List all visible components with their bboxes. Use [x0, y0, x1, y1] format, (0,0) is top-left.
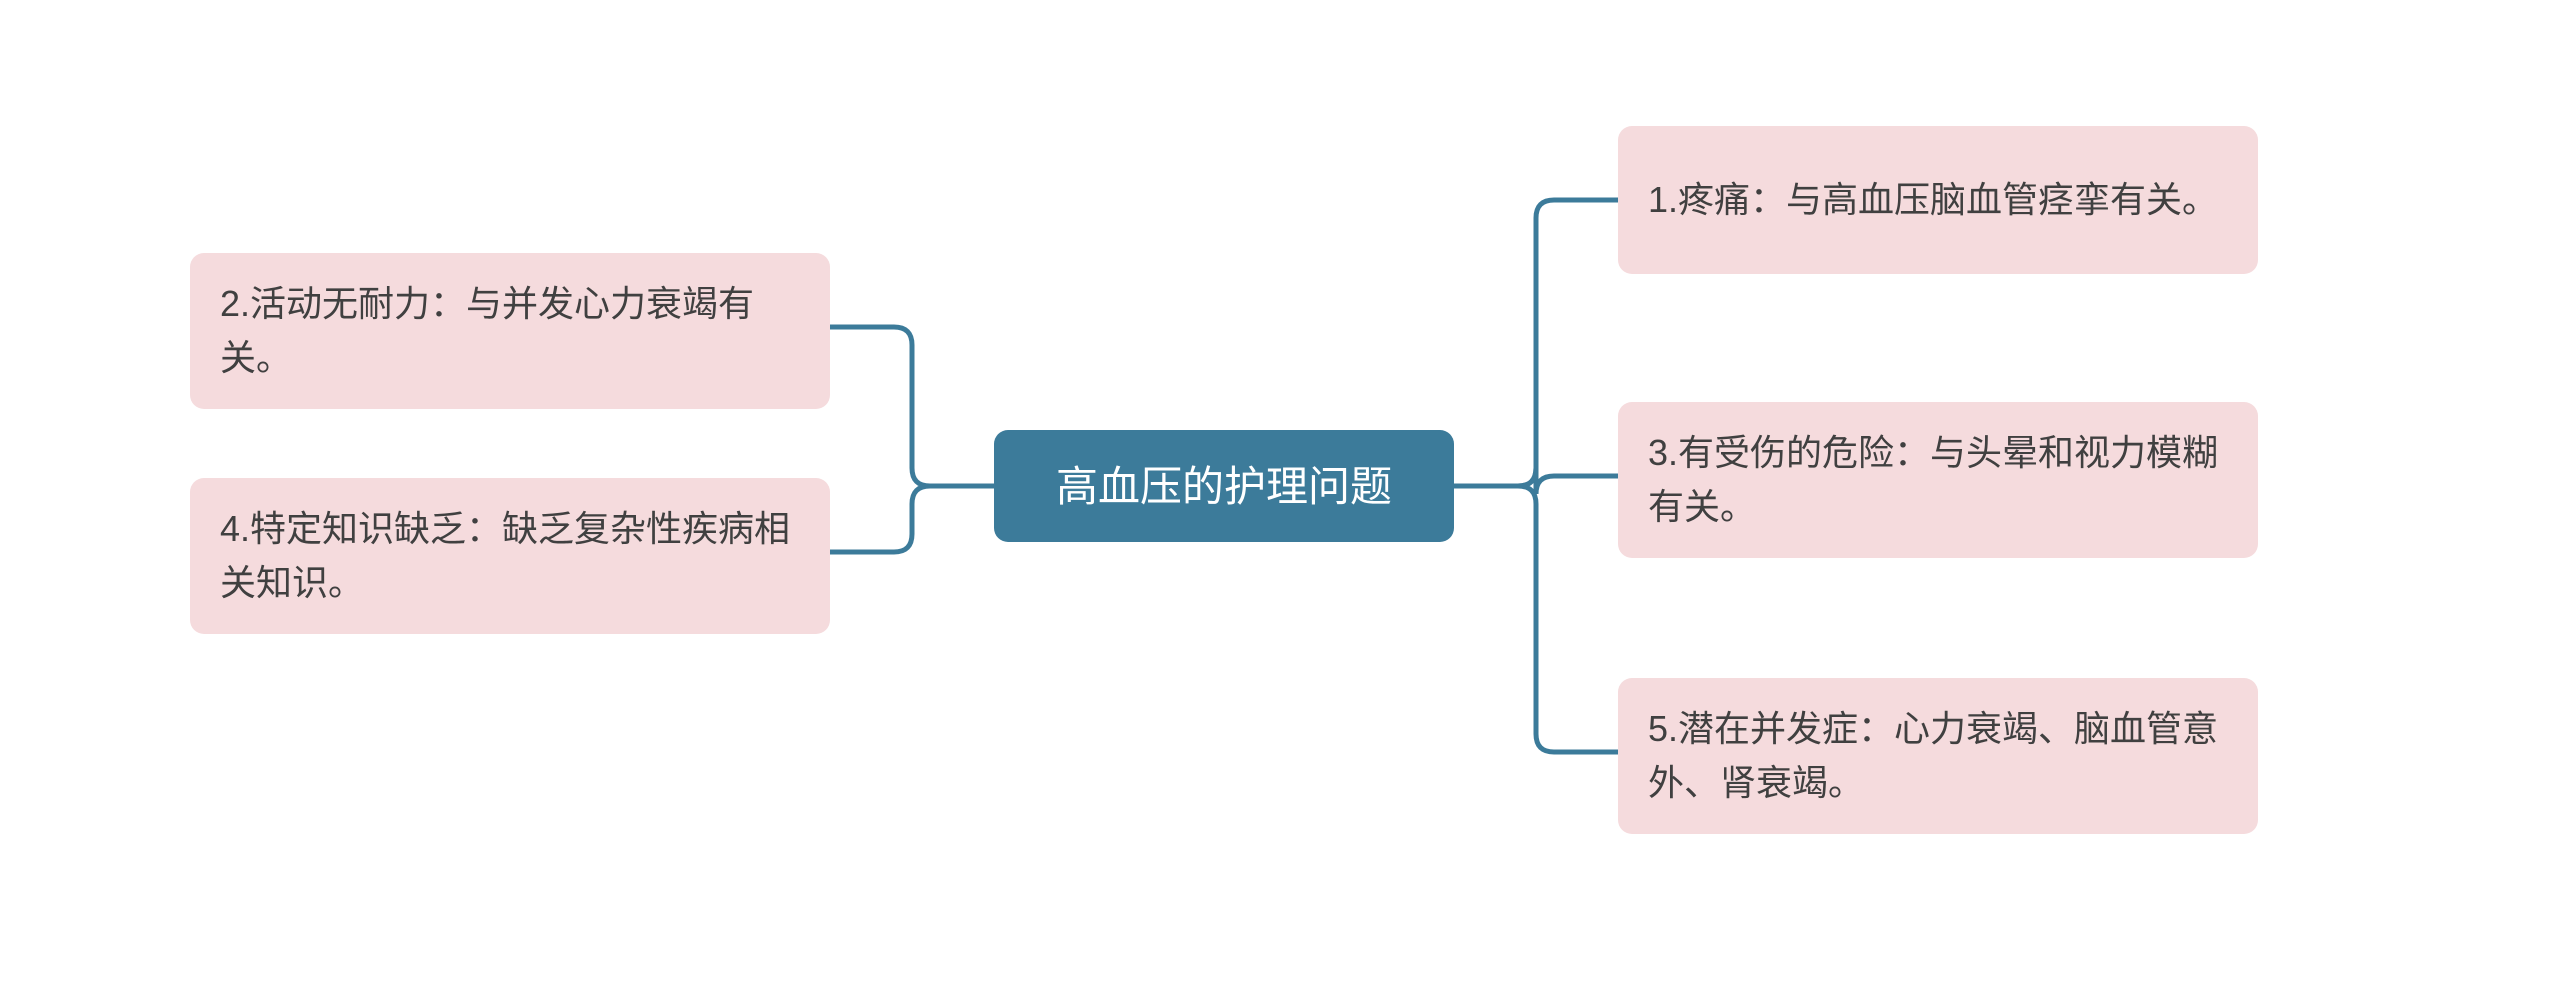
connector [830, 327, 994, 486]
right-node-1: 3.有受伤的危险：与头晕和视力模糊有关。 [1618, 402, 2258, 558]
left-node-1: 4.特定知识缺乏：缺乏复杂性疾病相关知识。 [190, 478, 830, 634]
connector [1454, 200, 1618, 486]
right-node-2: 5.潜在并发症：心力衰竭、脑血管意外、肾衰竭。 [1618, 678, 2258, 834]
center-node: 高血压的护理问题 [994, 430, 1454, 542]
connector [1454, 486, 1618, 752]
connector [830, 486, 994, 552]
connector [1454, 468, 1618, 494]
mindmap-canvas: 高血压的护理问题 2.活动无耐力：与并发心力衰竭有关。 4.特定知识缺乏：缺乏复杂性… [0, 0, 2560, 983]
left-node-0: 2.活动无耐力：与并发心力衰竭有关。 [190, 253, 830, 409]
right-node-0: 1.疼痛：与高血压脑血管痉挛有关。 [1618, 126, 2258, 274]
